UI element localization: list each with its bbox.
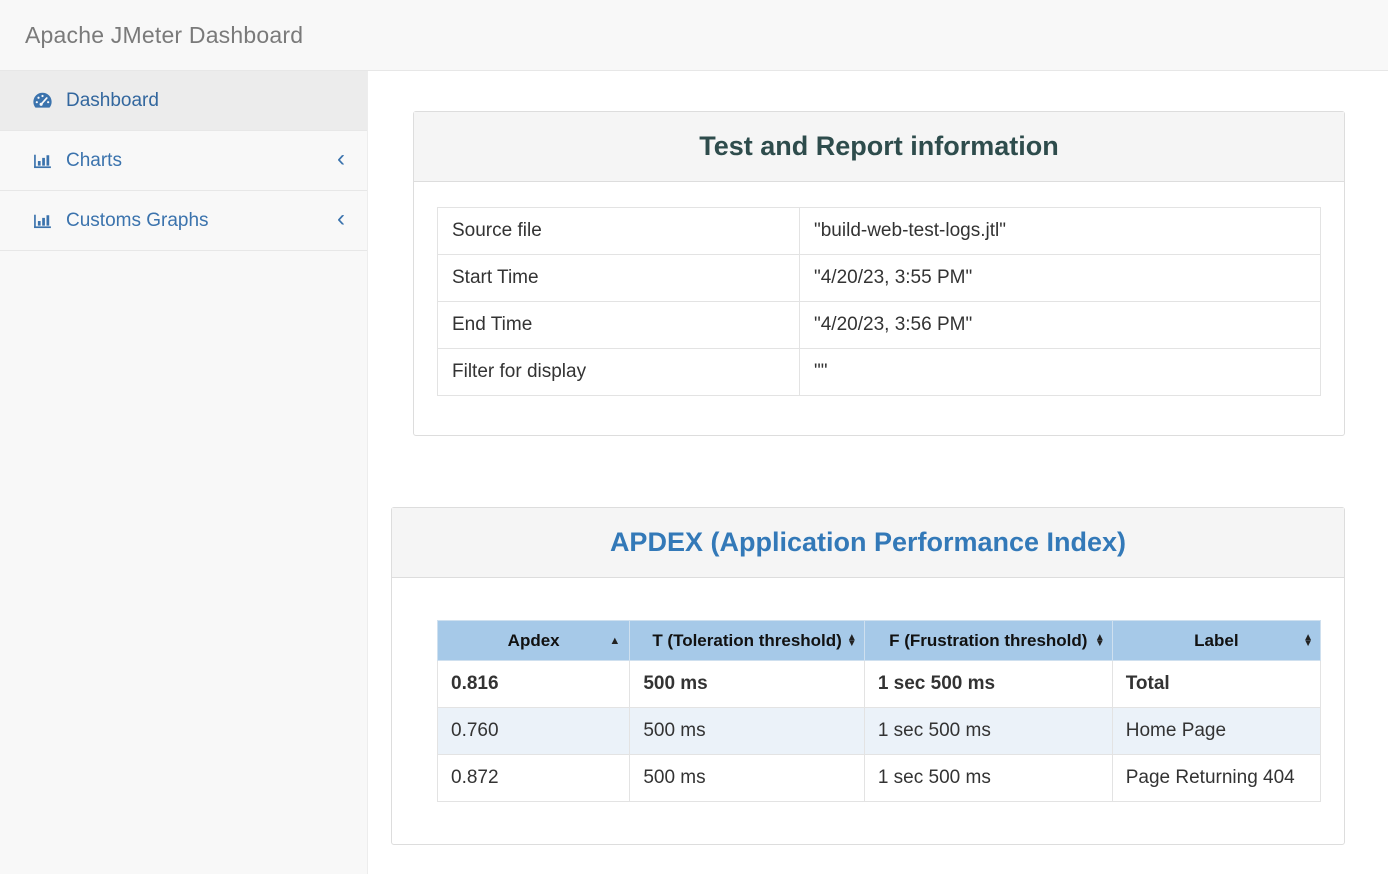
info-label: End Time [437, 301, 800, 349]
bar-chart-icon [32, 151, 53, 170]
frustration-value: 1 sec 500 ms [863, 660, 1113, 708]
column-header-label: Label [1194, 630, 1239, 650]
apdex-panel: APDEX (Application Performance Index) Ap… [391, 507, 1345, 845]
toleration-value: 500 ms [629, 754, 865, 802]
sort-up-glyph: ▲ [1303, 631, 1313, 643]
bar-chart-icon [32, 211, 53, 230]
info-value: "4/20/23, 3:55 PM" [799, 254, 1321, 302]
apdex-panel-body: Apdex ▲ T (Toleration threshold) ▲ ▼ [392, 620, 1344, 802]
sort-up-glyph: ▲ [1094, 631, 1105, 643]
table-row: End Time "4/20/23, 3:56 PM" [437, 301, 1321, 349]
sort-down-glyph: ▼ [1094, 637, 1105, 649]
column-header-toleration[interactable]: T (Toleration threshold) ▲ ▼ [629, 620, 865, 661]
test-info-title: Test and Report information [699, 131, 1059, 161]
sidebar-item-label: Customs Graphs [66, 209, 209, 231]
label-value: Page Returning 404 [1111, 754, 1322, 802]
sort-down-glyph: ▼ [1303, 637, 1313, 649]
toleration-value: 500 ms [629, 660, 865, 708]
sidebar-item-charts[interactable]: Charts ‹ [0, 131, 367, 191]
sort-ascending-icon: ▲ [609, 634, 621, 647]
apdex-value: 0.760 [436, 707, 631, 755]
apdex-value: 0.816 [436, 660, 631, 708]
table-row: Source file "build-web-test-logs.jtl" [437, 207, 1321, 255]
test-info-panel-body: Source file "build-web-test-logs.jtl" St… [414, 207, 1344, 396]
table-row: Start Time "4/20/23, 3:55 PM" [437, 254, 1321, 302]
info-value: "build-web-test-logs.jtl" [799, 207, 1321, 255]
sort-both-icon: ▲ ▼ [1094, 631, 1105, 649]
sort-up-glyph: ▲ [846, 631, 857, 643]
toleration-value: 500 ms [629, 707, 865, 755]
info-label: Filter for display [437, 348, 800, 396]
chevron-left-icon: ‹ [337, 144, 345, 172]
apdex-panel-heading: APDEX (Application Performance Index) [392, 508, 1344, 578]
table-row: Filter for display "" [437, 348, 1321, 396]
table-row: 0.816 500 ms 1 sec 500 ms Total [436, 660, 1322, 708]
apdex-value: 0.872 [436, 754, 631, 802]
top-navbar: Apache JMeter Dashboard [0, 0, 1388, 71]
sort-down-glyph: ▼ [846, 637, 857, 649]
apdex-table: Apdex ▲ T (Toleration threshold) ▲ ▼ [436, 620, 1322, 802]
info-value: "4/20/23, 3:56 PM" [799, 301, 1321, 349]
frustration-value: 1 sec 500 ms [863, 754, 1113, 802]
apdex-header-row: Apdex ▲ T (Toleration threshold) ▲ ▼ [436, 620, 1322, 661]
test-info-panel-heading: Test and Report information [414, 112, 1344, 182]
label-value: Total [1111, 660, 1322, 708]
dashboard-icon [32, 91, 53, 110]
sidebar: Dashboard Charts ‹ [0, 71, 368, 874]
info-label: Start Time [437, 254, 800, 302]
frustration-value: 1 sec 500 ms [863, 707, 1113, 755]
table-row: 0.872 500 ms 1 sec 500 ms Page Returning… [436, 754, 1322, 802]
column-header-label: T (Toleration threshold) [652, 630, 842, 650]
apdex-title: APDEX (Application Performance Index) [609, 527, 1127, 557]
app-title: Apache JMeter Dashboard [25, 21, 304, 48]
sort-both-icon: ▲ ▼ [1303, 631, 1313, 649]
label-value: Home Page [1111, 707, 1322, 755]
column-header-frustration[interactable]: F (Frustration threshold) ▲ ▼ [863, 620, 1113, 661]
main-content: Test and Report information Source file … [368, 71, 1388, 874]
column-header-label: Apdex [507, 630, 560, 650]
info-label: Source file [437, 207, 800, 255]
test-info-table: Source file "build-web-test-logs.jtl" St… [437, 207, 1321, 396]
sidebar-item-customs-graphs[interactable]: Customs Graphs ‹ [0, 191, 367, 251]
column-header-apdex[interactable]: Apdex ▲ [436, 620, 631, 661]
sidebar-item-dashboard[interactable]: Dashboard [0, 71, 367, 131]
sidebar-item-label: Dashboard [66, 89, 159, 111]
column-header-label: F (Frustration threshold) [889, 630, 1088, 650]
column-header-label-col[interactable]: Label ▲ ▼ [1111, 620, 1322, 661]
info-value: "" [799, 348, 1321, 396]
sidebar-item-label: Charts [66, 149, 122, 171]
sort-both-icon: ▲ ▼ [846, 631, 857, 649]
test-info-panel: Test and Report information Source file … [413, 111, 1345, 436]
table-row: 0.760 500 ms 1 sec 500 ms Home Page [436, 707, 1322, 755]
chevron-left-icon: ‹ [337, 204, 345, 232]
